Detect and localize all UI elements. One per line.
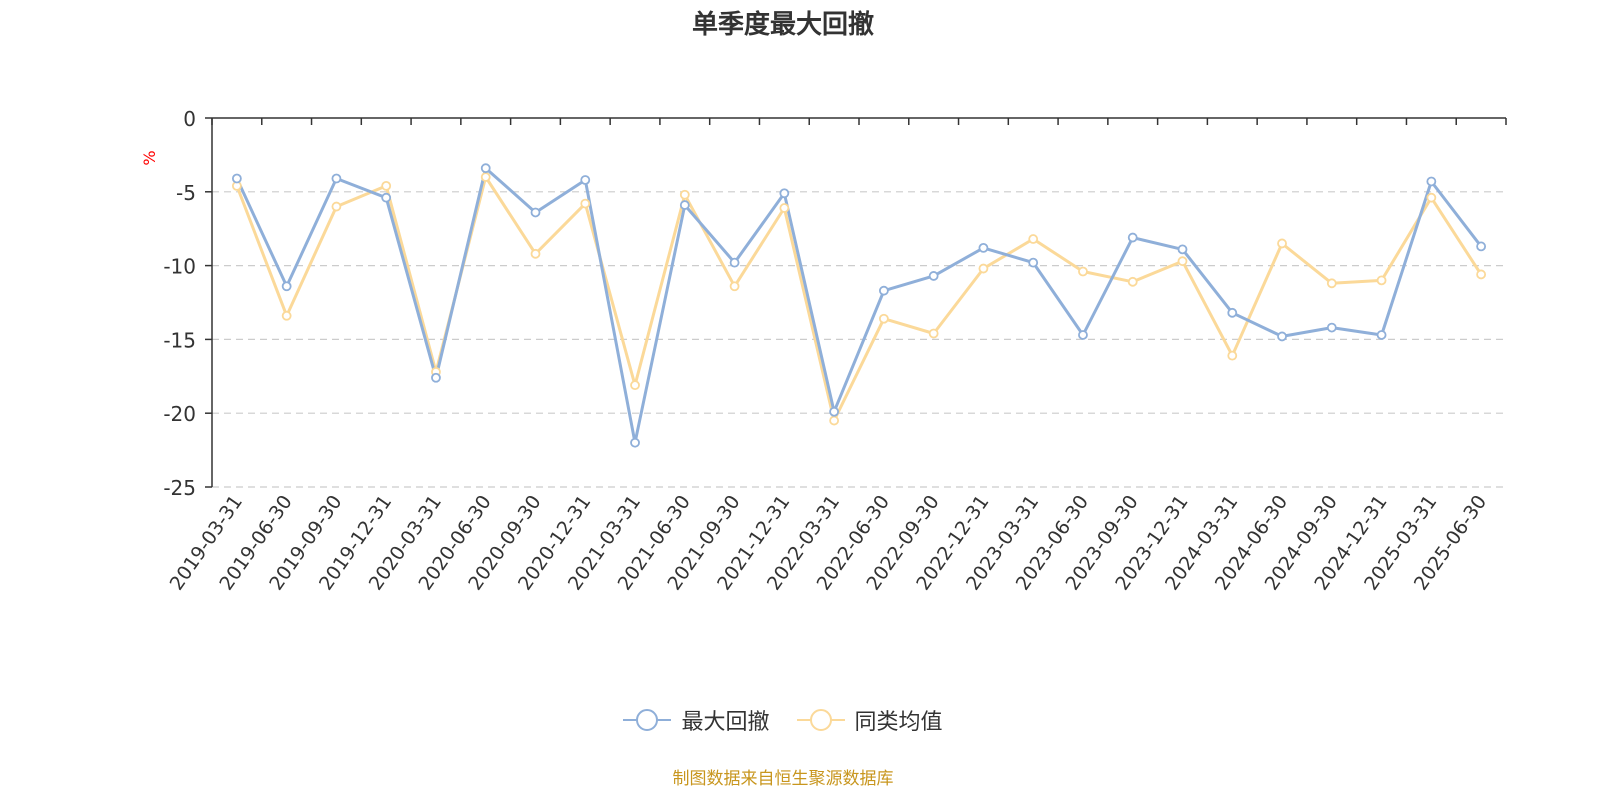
series-1-point xyxy=(779,188,790,199)
y-axis-unit-label: % xyxy=(140,150,159,165)
legend-marker-series-1 xyxy=(636,709,659,731)
series-2-point xyxy=(729,281,740,292)
series-2-point xyxy=(928,328,939,339)
series-1-point xyxy=(679,200,690,210)
y-tick-label: 0 xyxy=(183,107,196,131)
legend-swatch-series-1 xyxy=(623,708,672,732)
series-2-point xyxy=(679,189,690,200)
series-2-point xyxy=(281,310,292,321)
y-tick-label: -25 xyxy=(163,476,196,500)
series-1-point xyxy=(1177,244,1188,255)
series-2-point xyxy=(630,380,640,391)
legend-item-series-2[interactable]: 同类均值 xyxy=(796,704,943,736)
series-1-point xyxy=(978,242,989,253)
series-2-point xyxy=(1028,234,1039,244)
series-1-point xyxy=(630,437,640,448)
series-1-point xyxy=(1227,307,1238,318)
series-1-point xyxy=(281,281,292,292)
series-2-point xyxy=(530,248,541,259)
series-1-point xyxy=(1028,257,1039,268)
series-1-point xyxy=(381,192,392,203)
series-2-point xyxy=(1277,238,1287,249)
y-tick-label: -15 xyxy=(163,328,196,352)
legend-label-series-1: 最大回撤 xyxy=(681,710,770,735)
legend-marker-series-2 xyxy=(809,709,832,731)
series-1-point xyxy=(1078,330,1088,340)
series-2-point xyxy=(878,313,889,324)
series-1-point xyxy=(1326,322,1337,333)
series-1-point xyxy=(878,285,889,296)
series-2-point xyxy=(829,415,840,426)
series-1-point xyxy=(480,163,491,174)
legend-swatch-series-2 xyxy=(796,708,845,732)
series-2-point xyxy=(1227,350,1238,361)
series-1-point xyxy=(928,271,939,281)
series-2-point xyxy=(779,203,790,213)
series-1-point xyxy=(829,406,840,417)
series-2-point xyxy=(1376,275,1387,286)
series-2-point xyxy=(1426,192,1437,203)
series-1-point xyxy=(530,207,541,218)
line-chart: 0-5-10-15-20-252019-03-312019-06-302019-… xyxy=(140,107,1507,594)
series-2-point xyxy=(580,198,591,209)
y-tick-label: -20 xyxy=(163,402,196,426)
series-2-point xyxy=(381,180,392,191)
series-1-point xyxy=(1277,331,1287,342)
series-1-point xyxy=(580,175,591,185)
series-1-point xyxy=(431,372,441,383)
series-2-point xyxy=(1078,266,1088,277)
series-2-point xyxy=(1127,276,1138,287)
series-1-point xyxy=(1426,176,1437,187)
series-2-point xyxy=(978,263,989,274)
legend-label-series-2: 同类均值 xyxy=(854,710,943,735)
series-1-point xyxy=(729,257,740,268)
series-2-point xyxy=(480,172,491,182)
series-1-point xyxy=(331,173,342,184)
chart-title: 单季度最大回撤 xyxy=(691,10,874,40)
series-line-2 xyxy=(235,175,1483,423)
series-line-1 xyxy=(235,166,1483,445)
series-1-point xyxy=(231,173,242,184)
legend-item-series-1[interactable]: 最大回撤 xyxy=(623,704,770,736)
series-2-point xyxy=(1476,269,1487,280)
series-2-point xyxy=(1177,256,1188,267)
data-source-note: 制图数据来自恒生聚源数据库 xyxy=(672,769,894,789)
series-2-point xyxy=(1326,278,1337,289)
series-2-point xyxy=(331,201,342,212)
series-1-point xyxy=(1476,241,1487,252)
series-1-point xyxy=(1376,330,1387,340)
legend: 最大回撤 同类均值 xyxy=(0,704,1566,738)
series-1-point xyxy=(1127,232,1138,243)
y-tick-label: -10 xyxy=(163,255,196,279)
y-tick-label: -5 xyxy=(176,181,196,205)
